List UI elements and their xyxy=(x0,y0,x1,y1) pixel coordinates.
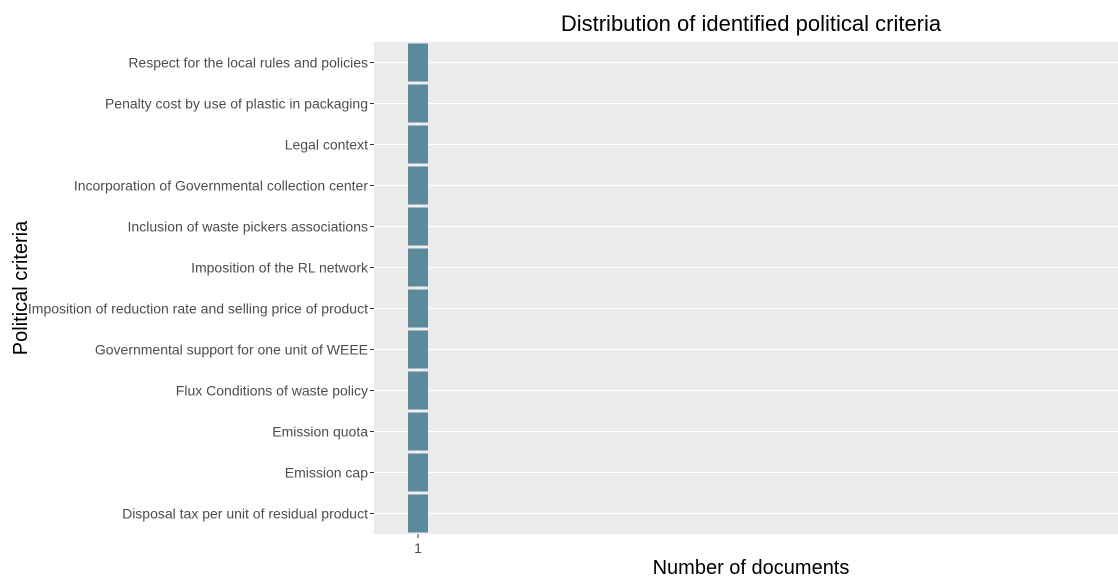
y-tick-label: Imposition of reduction rate and selling… xyxy=(28,301,368,317)
bar xyxy=(408,453,428,492)
bar xyxy=(408,43,428,82)
bar xyxy=(408,166,428,205)
bar xyxy=(408,248,428,287)
bar xyxy=(408,330,428,369)
bar xyxy=(408,289,428,328)
bar xyxy=(408,125,428,164)
y-tick-label: Respect for the local rules and policies xyxy=(128,55,368,71)
bars xyxy=(408,43,428,533)
y-tick-label: Incorporation of Governmental collection… xyxy=(74,178,368,194)
y-tick-label: Imposition of the RL network xyxy=(191,260,369,276)
bar xyxy=(408,412,428,451)
bar xyxy=(408,494,428,533)
y-tick-label: Emission quota xyxy=(272,424,368,440)
y-tick-label: Governmental support for one unit of WEE… xyxy=(95,342,368,358)
bar xyxy=(408,207,428,246)
y-tick-label: Inclusion of waste pickers associations xyxy=(128,219,368,235)
y-tick-label: Emission cap xyxy=(285,465,368,481)
bar xyxy=(408,84,428,123)
x-axis-title: Number of documents xyxy=(653,557,850,579)
x-ticks: 1 xyxy=(414,534,422,556)
x-tick-label: 1 xyxy=(414,540,422,556)
y-tick-labels: Respect for the local rules and policies… xyxy=(28,55,374,522)
y-tick-label: Flux Conditions of waste policy xyxy=(176,383,368,399)
chart-title: Distribution of identified political cri… xyxy=(561,11,942,36)
y-axis-title: Political criteria xyxy=(10,220,32,355)
y-tick-label: Legal context xyxy=(285,137,368,153)
bar xyxy=(408,371,428,410)
plot-panel xyxy=(374,42,1118,534)
y-tick-label: Penalty cost by use of plastic in packag… xyxy=(105,96,368,112)
y-tick-label: Disposal tax per unit of residual produc… xyxy=(122,506,368,522)
grid-lines xyxy=(374,42,1118,534)
